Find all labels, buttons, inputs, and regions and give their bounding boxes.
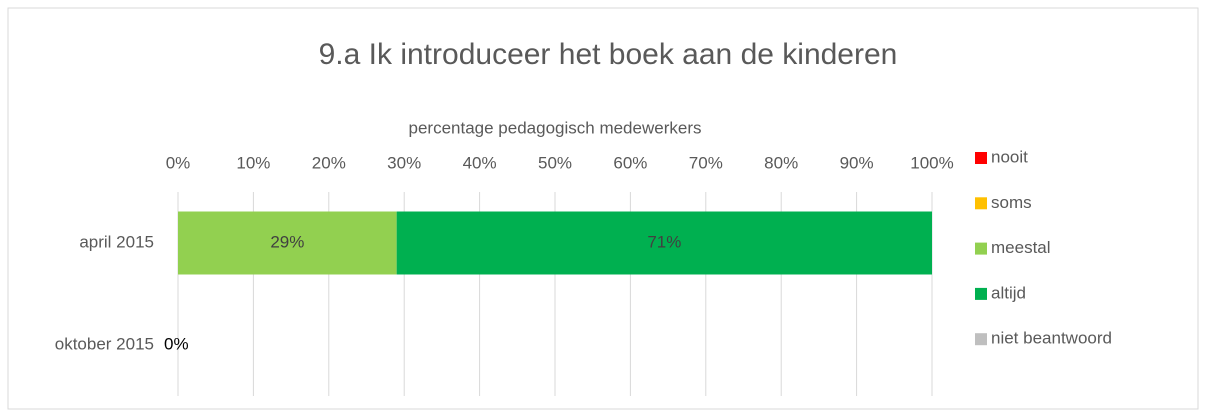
- y-tick-label: april 2015: [79, 232, 154, 251]
- legend-label: nooit: [991, 147, 1028, 166]
- legend-label: niet beantwoord: [991, 329, 1112, 348]
- chart-border: [7, 7, 1199, 410]
- data-label: 0%: [164, 334, 189, 353]
- legend-label: altijd: [991, 283, 1026, 302]
- legend-swatch: [975, 333, 987, 346]
- x-tick-label: 30%: [387, 153, 421, 172]
- x-tick-label: 80%: [764, 153, 798, 172]
- chart-title: 9.a Ik introduceer het boek aan de kinde…: [319, 38, 898, 71]
- x-tick-label: 50%: [538, 153, 572, 172]
- x-tick-label: 100%: [910, 153, 953, 172]
- x-tick-label: 60%: [613, 153, 647, 172]
- bar-segment: [178, 211, 397, 275]
- x-tick-label: 20%: [312, 153, 346, 172]
- y-tick-label: oktober 2015: [55, 334, 154, 353]
- axis-title: percentage pedagogisch medewerkers: [409, 118, 702, 137]
- x-tick-label: 10%: [236, 153, 270, 172]
- x-tick-label: 70%: [689, 153, 723, 172]
- x-tick-label: 0%: [166, 153, 191, 172]
- x-tick-label: 90%: [840, 153, 874, 172]
- legend-label: meestal: [991, 238, 1051, 257]
- bar-segment: [396, 211, 932, 275]
- data-label: 71%: [647, 232, 681, 251]
- legend-swatch: [975, 197, 987, 210]
- legend-swatch: [975, 242, 987, 255]
- data-label: 29%: [270, 232, 304, 251]
- x-tick-label: 40%: [463, 153, 497, 172]
- legend-swatch: [975, 152, 987, 164]
- legend-swatch: [975, 287, 987, 300]
- legend-label: soms: [991, 193, 1032, 212]
